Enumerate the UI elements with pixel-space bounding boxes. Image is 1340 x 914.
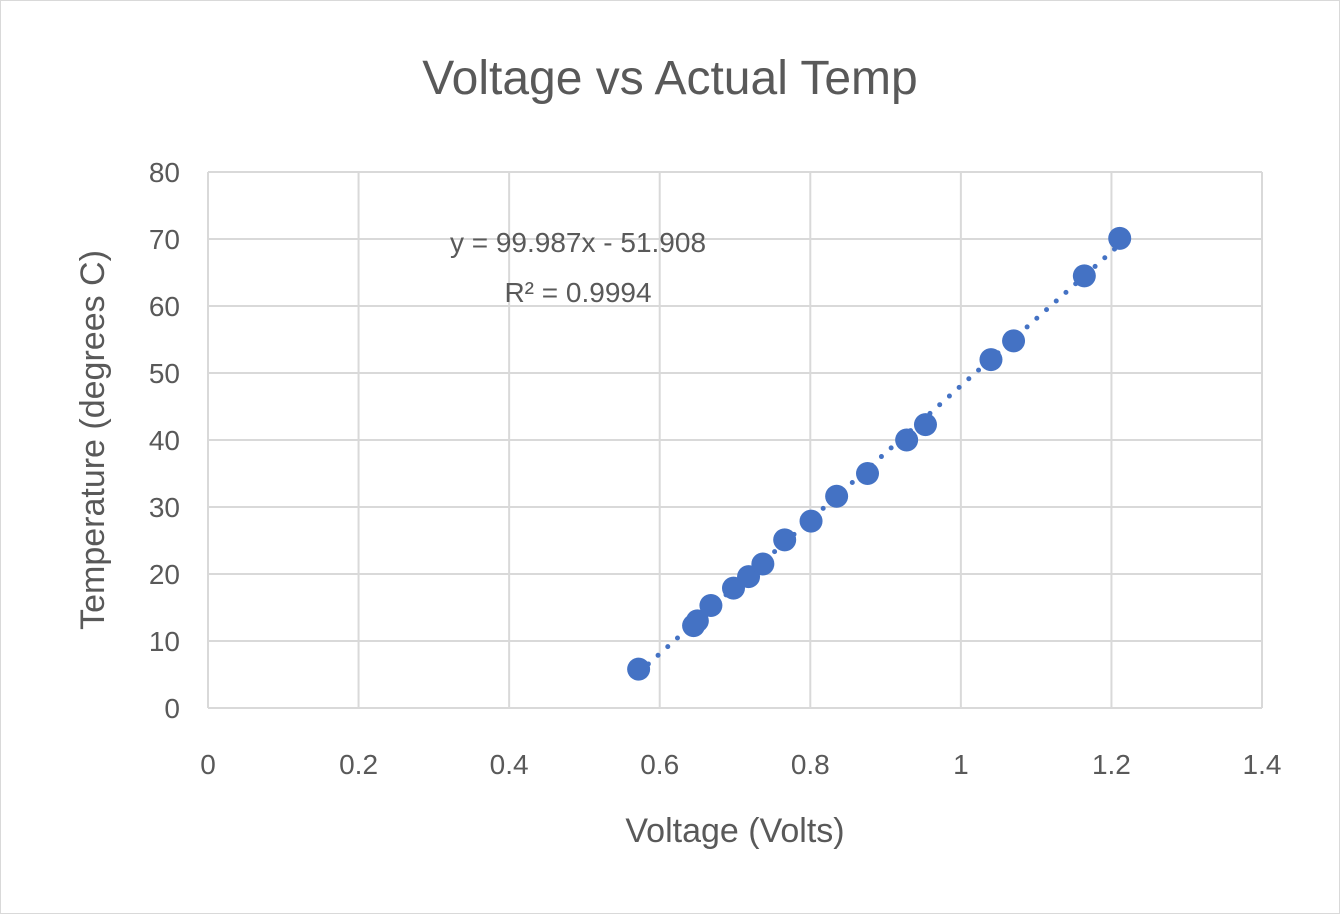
data-point-9 xyxy=(825,484,849,508)
data-point-10 xyxy=(856,462,880,485)
data-point-7 xyxy=(773,528,797,552)
x-tick-label: 1.4 xyxy=(1243,749,1282,780)
chart-title: Voltage vs Actual Temp xyxy=(422,52,917,105)
y-tick-label: 80 xyxy=(149,157,180,188)
data-point-3 xyxy=(699,593,723,617)
x-tick-label: 0.8 xyxy=(791,749,830,780)
y-tick-label: 20 xyxy=(149,559,180,590)
y-tick-label: 0 xyxy=(164,693,180,724)
x-axis-title: Voltage (Volts) xyxy=(625,812,844,850)
y-axis-tick-labels: 0 10 20 30 40 50 60 70 80 xyxy=(149,157,180,724)
x-tick-label: 1 xyxy=(953,749,969,780)
y-tick-label: 30 xyxy=(149,492,180,523)
data-point-11 xyxy=(895,428,919,452)
x-tick-label: 0 xyxy=(200,749,216,780)
trendline-r-squared: R² = 0.9994 xyxy=(504,277,651,308)
x-tick-label: 0.2 xyxy=(339,749,378,780)
data-point-14 xyxy=(1002,329,1026,353)
data-point-12 xyxy=(913,413,937,437)
data-point-0 xyxy=(627,657,651,681)
y-tick-label: 10 xyxy=(149,626,180,657)
x-tick-label: 1.2 xyxy=(1092,749,1131,780)
data-point-13 xyxy=(979,348,1003,372)
data-point-15 xyxy=(1072,264,1096,288)
data-point-2 xyxy=(685,609,709,633)
gridlines xyxy=(207,171,1263,709)
y-tick-label: 60 xyxy=(149,291,180,322)
x-tick-label: 0.4 xyxy=(490,749,529,780)
x-tick-label: 0.6 xyxy=(640,749,679,780)
data-point-16 xyxy=(1108,226,1132,250)
y-tick-label: 70 xyxy=(149,224,180,255)
y-tick-label: 50 xyxy=(149,358,180,389)
data-points xyxy=(627,226,1132,681)
y-tick-label: 40 xyxy=(149,425,180,456)
y-axis-title: Temperature (degrees C) xyxy=(74,250,112,630)
data-point-6 xyxy=(751,552,775,576)
trendline-equation: y = 99.987x - 51.908 xyxy=(450,227,706,258)
x-axis-tick-labels: 0 0.2 0.4 0.6 0.8 1 1.2 1.4 xyxy=(200,749,1281,780)
data-point-8 xyxy=(799,509,823,533)
